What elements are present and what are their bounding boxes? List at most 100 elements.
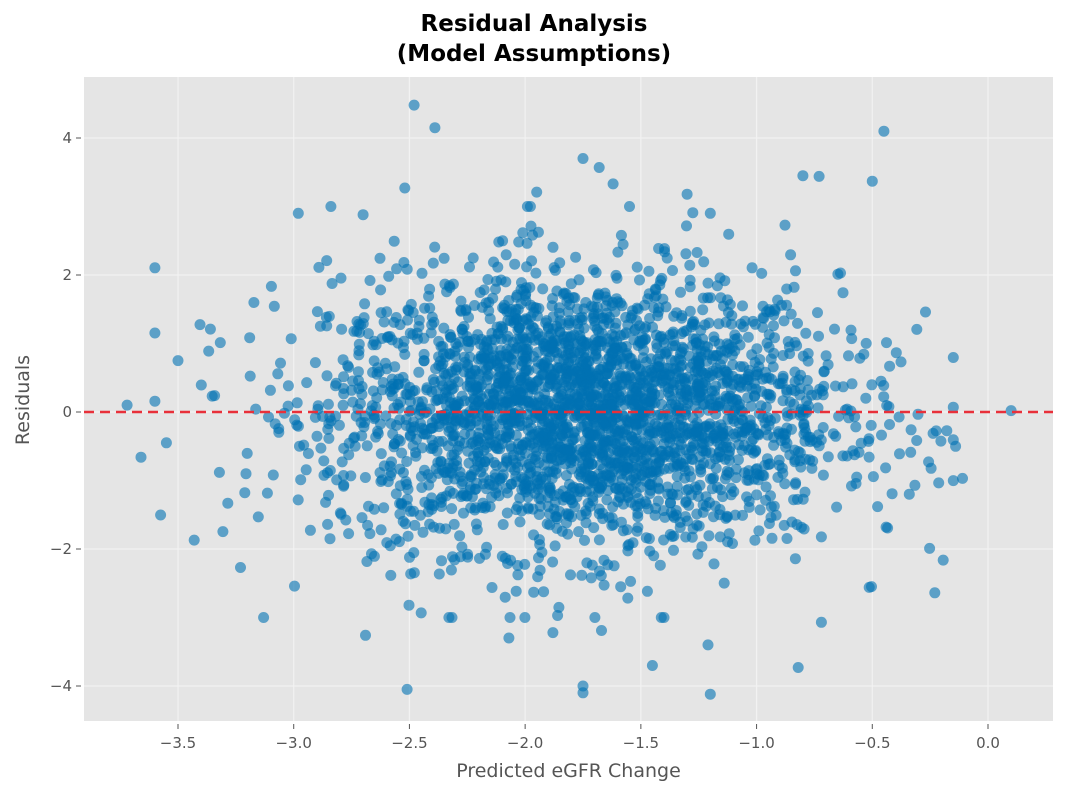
data-point bbox=[505, 440, 517, 452]
data-point bbox=[664, 497, 676, 509]
data-point bbox=[878, 391, 890, 403]
data-point bbox=[751, 463, 763, 475]
data-point bbox=[640, 532, 652, 544]
data-point bbox=[866, 175, 878, 187]
data-point bbox=[436, 555, 447, 567]
y-tick-label: −4 bbox=[49, 677, 72, 695]
data-point bbox=[895, 356, 907, 368]
data-point bbox=[937, 554, 949, 566]
data-point bbox=[633, 417, 645, 429]
data-point bbox=[569, 314, 581, 326]
data-point bbox=[653, 302, 665, 314]
data-point bbox=[383, 270, 395, 282]
data-point bbox=[512, 500, 524, 512]
data-point bbox=[791, 519, 803, 531]
data-point bbox=[499, 397, 511, 409]
data-point bbox=[781, 437, 793, 449]
data-point bbox=[684, 384, 696, 396]
data-point bbox=[325, 201, 337, 212]
data-point bbox=[387, 428, 399, 440]
data-point bbox=[850, 421, 862, 433]
data-point bbox=[338, 479, 350, 491]
data-point bbox=[778, 519, 790, 531]
data-point bbox=[749, 534, 761, 546]
data-point bbox=[462, 445, 474, 457]
data-point bbox=[482, 428, 494, 440]
data-point bbox=[361, 440, 373, 452]
data-point bbox=[244, 332, 256, 344]
data-point bbox=[404, 396, 416, 407]
data-point bbox=[765, 490, 776, 502]
data-point bbox=[448, 430, 460, 442]
data-point bbox=[485, 352, 497, 363]
data-point bbox=[643, 265, 655, 277]
data-point bbox=[510, 411, 522, 423]
y-tick-label: −2 bbox=[49, 540, 72, 558]
data-point bbox=[484, 383, 496, 395]
data-point bbox=[728, 428, 740, 440]
data-point bbox=[675, 286, 686, 298]
data-point bbox=[657, 293, 669, 305]
data-point bbox=[291, 397, 303, 409]
data-point bbox=[756, 267, 768, 279]
data-point bbox=[375, 284, 387, 296]
data-point bbox=[588, 264, 599, 276]
data-point bbox=[559, 337, 571, 349]
data-point bbox=[292, 207, 304, 219]
data-point bbox=[865, 419, 877, 431]
data-point bbox=[492, 261, 504, 273]
data-point bbox=[822, 451, 834, 463]
axis-ticks bbox=[76, 137, 989, 729]
data-point bbox=[927, 427, 939, 439]
data-point bbox=[794, 389, 806, 401]
data-point bbox=[630, 477, 642, 489]
data-point bbox=[774, 378, 786, 390]
data-point bbox=[813, 440, 825, 452]
data-point bbox=[841, 450, 853, 462]
data-point bbox=[401, 456, 413, 467]
data-point bbox=[596, 625, 607, 636]
data-point bbox=[336, 456, 348, 468]
data-point bbox=[312, 400, 324, 412]
data-point bbox=[188, 534, 200, 546]
data-point bbox=[295, 474, 307, 486]
data-point bbox=[454, 530, 466, 542]
data-point bbox=[530, 267, 542, 279]
data-point bbox=[499, 410, 511, 422]
data-point bbox=[261, 487, 273, 499]
data-point bbox=[624, 201, 635, 212]
data-point bbox=[359, 298, 371, 310]
data-point bbox=[337, 399, 349, 411]
data-point bbox=[561, 419, 573, 431]
data-point bbox=[671, 470, 683, 482]
data-point bbox=[711, 280, 723, 292]
data-point bbox=[415, 607, 427, 619]
data-point bbox=[695, 324, 707, 336]
data-point bbox=[641, 585, 653, 597]
data-point bbox=[512, 560, 524, 571]
data-point bbox=[586, 559, 598, 571]
x-tick-label: −1.0 bbox=[738, 734, 775, 752]
data-point bbox=[322, 423, 334, 435]
data-point bbox=[320, 496, 332, 508]
data-point bbox=[252, 511, 264, 523]
data-point bbox=[886, 488, 898, 500]
data-point bbox=[372, 428, 384, 440]
data-point bbox=[516, 355, 528, 367]
data-point bbox=[668, 379, 680, 391]
data-point bbox=[703, 530, 715, 542]
data-point bbox=[646, 660, 658, 671]
data-point bbox=[388, 441, 400, 453]
data-point bbox=[555, 408, 567, 420]
data-point bbox=[778, 315, 790, 327]
data-point bbox=[713, 400, 724, 412]
data-point bbox=[302, 448, 314, 459]
x-tick-label: −2.5 bbox=[391, 734, 428, 752]
data-point bbox=[663, 462, 675, 474]
data-point bbox=[437, 393, 449, 405]
data-point bbox=[474, 456, 486, 468]
data-point bbox=[456, 390, 468, 402]
data-point bbox=[700, 379, 712, 391]
data-point bbox=[398, 257, 410, 268]
data-point bbox=[278, 407, 290, 419]
